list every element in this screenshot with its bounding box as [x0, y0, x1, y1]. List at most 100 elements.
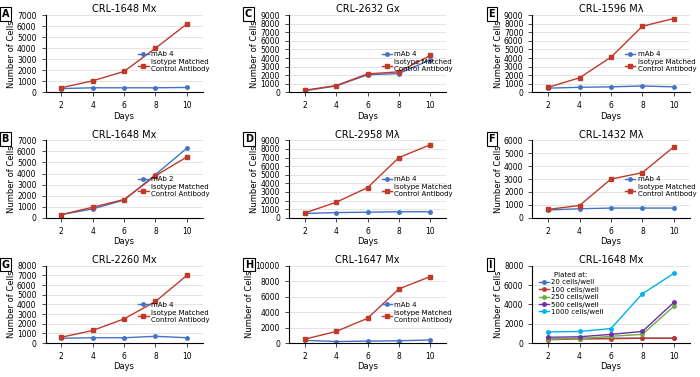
250 cells/well	[607, 334, 615, 339]
X-axis label: Days: Days	[357, 363, 378, 371]
Isotype Matched
Control Antibody	[332, 200, 340, 205]
mAb 4	[607, 206, 615, 210]
Isotype Matched
Control Antibody	[57, 212, 65, 217]
Y-axis label: Number of Cells: Number of Cells	[494, 145, 503, 213]
100 cells/well	[544, 337, 552, 342]
Y-axis label: Number of Cells: Number of Cells	[494, 271, 503, 338]
X-axis label: Days: Days	[113, 112, 134, 121]
Isotype Matched
Control Antibody	[120, 197, 128, 202]
Title: CRL-1432 Mλ: CRL-1432 Mλ	[579, 130, 643, 139]
Line: Isotype Matched
Control Antibody: Isotype Matched Control Antibody	[60, 155, 188, 216]
Isotype Matched
Control Antibody	[151, 299, 160, 304]
Line: mAb 4: mAb 4	[303, 210, 432, 215]
1000 cells/well	[544, 330, 552, 334]
Text: F: F	[489, 134, 495, 144]
mAb 4	[395, 71, 403, 76]
Line: mAb 4: mAb 4	[303, 338, 432, 343]
Isotype Matched
Control Antibody	[395, 155, 403, 160]
Text: D: D	[245, 134, 253, 144]
500 cells/well	[575, 334, 584, 339]
Isotype Matched
Control Antibody	[575, 203, 584, 208]
Text: I: I	[489, 259, 492, 270]
Legend: 20 cells/well, 100 cells/well, 250 cells/well, 500 cells/well, 1000 cells/well: 20 cells/well, 100 cells/well, 250 cells…	[536, 269, 606, 318]
Isotype Matched
Control Antibody	[183, 155, 191, 159]
Legend: mAb 4, Isotype Matched
Control Antibody: mAb 4, Isotype Matched Control Antibody	[379, 173, 456, 200]
250 cells/well	[575, 336, 584, 341]
Title: CRL-1648 Mx: CRL-1648 Mx	[92, 130, 156, 139]
Isotype Matched
Control Antibody	[300, 337, 309, 342]
Y-axis label: Number of Cells: Number of Cells	[494, 20, 503, 87]
mAb 4	[120, 336, 128, 340]
Y-axis label: Number of Cells: Number of Cells	[6, 20, 15, 87]
Isotype Matched
Control Antibody	[426, 143, 435, 147]
X-axis label: Days: Days	[113, 237, 134, 246]
mAb 4	[426, 338, 435, 342]
250 cells/well	[670, 304, 678, 309]
Isotype Matched
Control Antibody	[395, 69, 403, 74]
mAb 4	[183, 85, 191, 90]
Isotype Matched
Control Antibody	[183, 21, 191, 26]
mAb 4	[57, 336, 65, 340]
20 cells/well	[544, 337, 552, 342]
mAb 4	[88, 336, 97, 340]
Legend: mAb 4, Isotype Matched
Control Antibody: mAb 4, Isotype Matched Control Antibody	[379, 48, 456, 75]
Text: B: B	[1, 134, 9, 144]
Isotype Matched
Control Antibody	[638, 170, 647, 175]
Title: CRL-2260 Mx: CRL-2260 Mx	[92, 255, 156, 265]
500 cells/well	[544, 335, 552, 340]
Isotype Matched
Control Antibody	[57, 86, 65, 90]
Y-axis label: Number of Cells: Number of Cells	[245, 271, 254, 338]
Isotype Matched
Control Antibody	[300, 211, 309, 215]
mAb 4	[670, 84, 678, 89]
Title: CRL-1596 Mλ: CRL-1596 Mλ	[579, 4, 643, 14]
1000 cells/well	[638, 291, 647, 296]
Isotype Matched
Control Antibody	[363, 316, 372, 320]
500 cells/well	[638, 329, 647, 334]
500 cells/well	[607, 332, 615, 337]
1000 cells/well	[670, 271, 678, 276]
Title: CRL-1648 Mx: CRL-1648 Mx	[92, 4, 156, 14]
Legend: mAb 4, Isotype Matched
Control Antibody: mAb 4, Isotype Matched Control Antibody	[622, 48, 699, 75]
mAb 4	[88, 86, 97, 90]
mAb 4	[544, 86, 552, 90]
mAb 4	[607, 84, 615, 89]
mAb 4	[151, 334, 160, 339]
Legend: mAb 4, Isotype Matched
Control Antibody: mAb 4, Isotype Matched Control Antibody	[135, 299, 212, 325]
mAb 4	[638, 206, 647, 210]
Line: mAb 4: mAb 4	[547, 206, 676, 212]
Line: 100 cells/well: 100 cells/well	[547, 337, 676, 342]
Isotype Matched
Control Antibody	[363, 185, 372, 190]
Text: A: A	[1, 9, 9, 19]
Y-axis label: Number of Cells: Number of Cells	[6, 145, 15, 213]
Isotype Matched
Control Antibody	[120, 69, 128, 74]
Title: CRL-1648 Mx: CRL-1648 Mx	[579, 255, 643, 265]
Isotype Matched
Control Antibody	[151, 46, 160, 51]
mAb 4	[363, 72, 372, 77]
Isotype Matched
Control Antibody	[88, 78, 97, 83]
mAb 4	[363, 210, 372, 215]
Line: Isotype Matched
Control Antibody: Isotype Matched Control Antibody	[303, 143, 432, 215]
Isotype Matched
Control Antibody	[670, 145, 678, 149]
mAb 4	[300, 211, 309, 216]
Isotype Matched
Control Antibody	[332, 329, 340, 334]
mAb 4	[575, 207, 584, 211]
mAb 4	[638, 84, 647, 88]
Line: 250 cells/well: 250 cells/well	[547, 305, 676, 341]
Text: C: C	[245, 9, 252, 19]
Isotype Matched
Control Antibody	[638, 24, 647, 29]
Line: Isotype Matched
Control Antibody: Isotype Matched Control Antibody	[303, 54, 432, 92]
Line: Isotype Matched
Control Antibody: Isotype Matched Control Antibody	[547, 145, 676, 211]
mAb 2	[183, 146, 191, 150]
mAb 4	[57, 86, 65, 91]
Line: mAb 4: mAb 4	[547, 84, 676, 90]
mAb 2	[57, 212, 65, 217]
Line: mAb 4: mAb 4	[303, 58, 432, 92]
Line: mAb 2: mAb 2	[60, 146, 188, 216]
20 cells/well	[638, 336, 647, 340]
Isotype Matched
Control Antibody	[575, 75, 584, 80]
20 cells/well	[670, 336, 678, 340]
Legend: mAb 4, Isotype Matched
Control Antibody: mAb 4, Isotype Matched Control Antibody	[622, 173, 699, 200]
1000 cells/well	[575, 329, 584, 334]
Isotype Matched
Control Antibody	[120, 317, 128, 321]
mAb 4	[332, 210, 340, 215]
